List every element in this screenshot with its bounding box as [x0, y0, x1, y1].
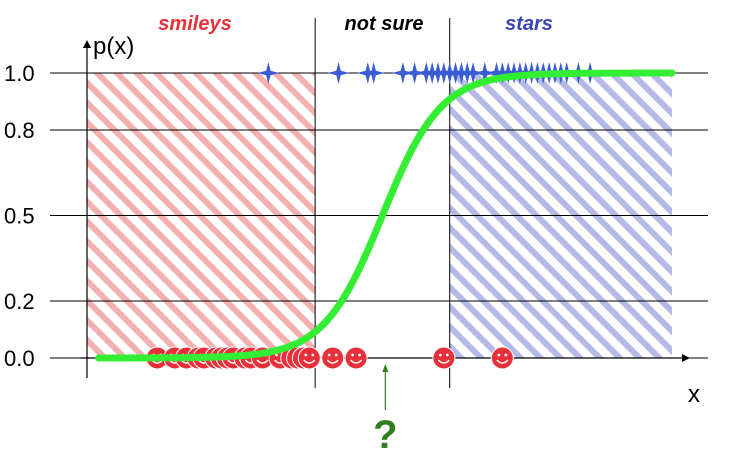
unknown-arrow-head — [382, 364, 389, 372]
region-label-not-sure: not sure — [345, 13, 424, 35]
smiley-eye — [275, 353, 278, 357]
star-marker — [391, 62, 414, 84]
smiley-mouth — [350, 359, 363, 364]
smiley-eye — [351, 353, 354, 357]
y-axis-label: p(x) — [93, 33, 134, 60]
smiley-mouth — [496, 359, 509, 364]
y-tick-label: 0.5 — [4, 204, 35, 229]
smiley-marker — [490, 346, 514, 370]
smiley-mouth — [303, 359, 316, 364]
region-label-stars: stars — [505, 13, 553, 35]
y-axis-arrow — [83, 40, 91, 48]
smiley-eye — [327, 353, 331, 357]
smiley-mouth — [256, 359, 269, 364]
smiley-eye — [311, 353, 315, 357]
curve-layer — [95, 69, 676, 362]
star-marker — [403, 62, 426, 84]
y-tick-label: 0.2 — [4, 289, 35, 314]
star-marker — [362, 62, 385, 84]
smiley-marker — [344, 346, 368, 370]
smiley-mouth — [326, 359, 339, 364]
star-marker — [257, 62, 280, 84]
smiley-eye — [438, 353, 442, 357]
smiley-eye — [497, 353, 501, 357]
smiley-eye — [358, 353, 361, 357]
label-layer: 0.0 0.2 0.5 0.8 1.0 p(x) x smileys not sure stars… — [4, 13, 700, 454]
star-marker — [473, 62, 496, 84]
x-axis-label: x — [688, 381, 700, 408]
star-marker — [462, 62, 485, 84]
smiley-eye — [445, 353, 449, 357]
smiley-marker — [321, 346, 345, 370]
star-marker — [327, 62, 350, 84]
smiley-face — [432, 346, 456, 370]
y-tick-label: 0.8 — [4, 118, 35, 143]
smiley-eye — [304, 353, 308, 357]
smiley-eye — [504, 353, 508, 357]
smiley-marker — [432, 346, 456, 370]
question-mark: ? — [373, 413, 397, 454]
logistic-curve-line — [95, 69, 676, 362]
smiley-marker — [297, 346, 321, 370]
smiley-face — [321, 346, 345, 370]
smiley-face — [490, 346, 514, 370]
smiley-eye — [334, 353, 338, 357]
smiley-face — [344, 346, 368, 370]
y-tick-label: 0.0 — [4, 346, 35, 371]
smiley-face — [297, 346, 321, 370]
smiley-mouth — [437, 359, 450, 364]
y-tick-label: 1.0 — [4, 61, 35, 86]
region-label-smileys: smileys — [158, 13, 231, 35]
x-axis-arrow — [682, 354, 690, 362]
